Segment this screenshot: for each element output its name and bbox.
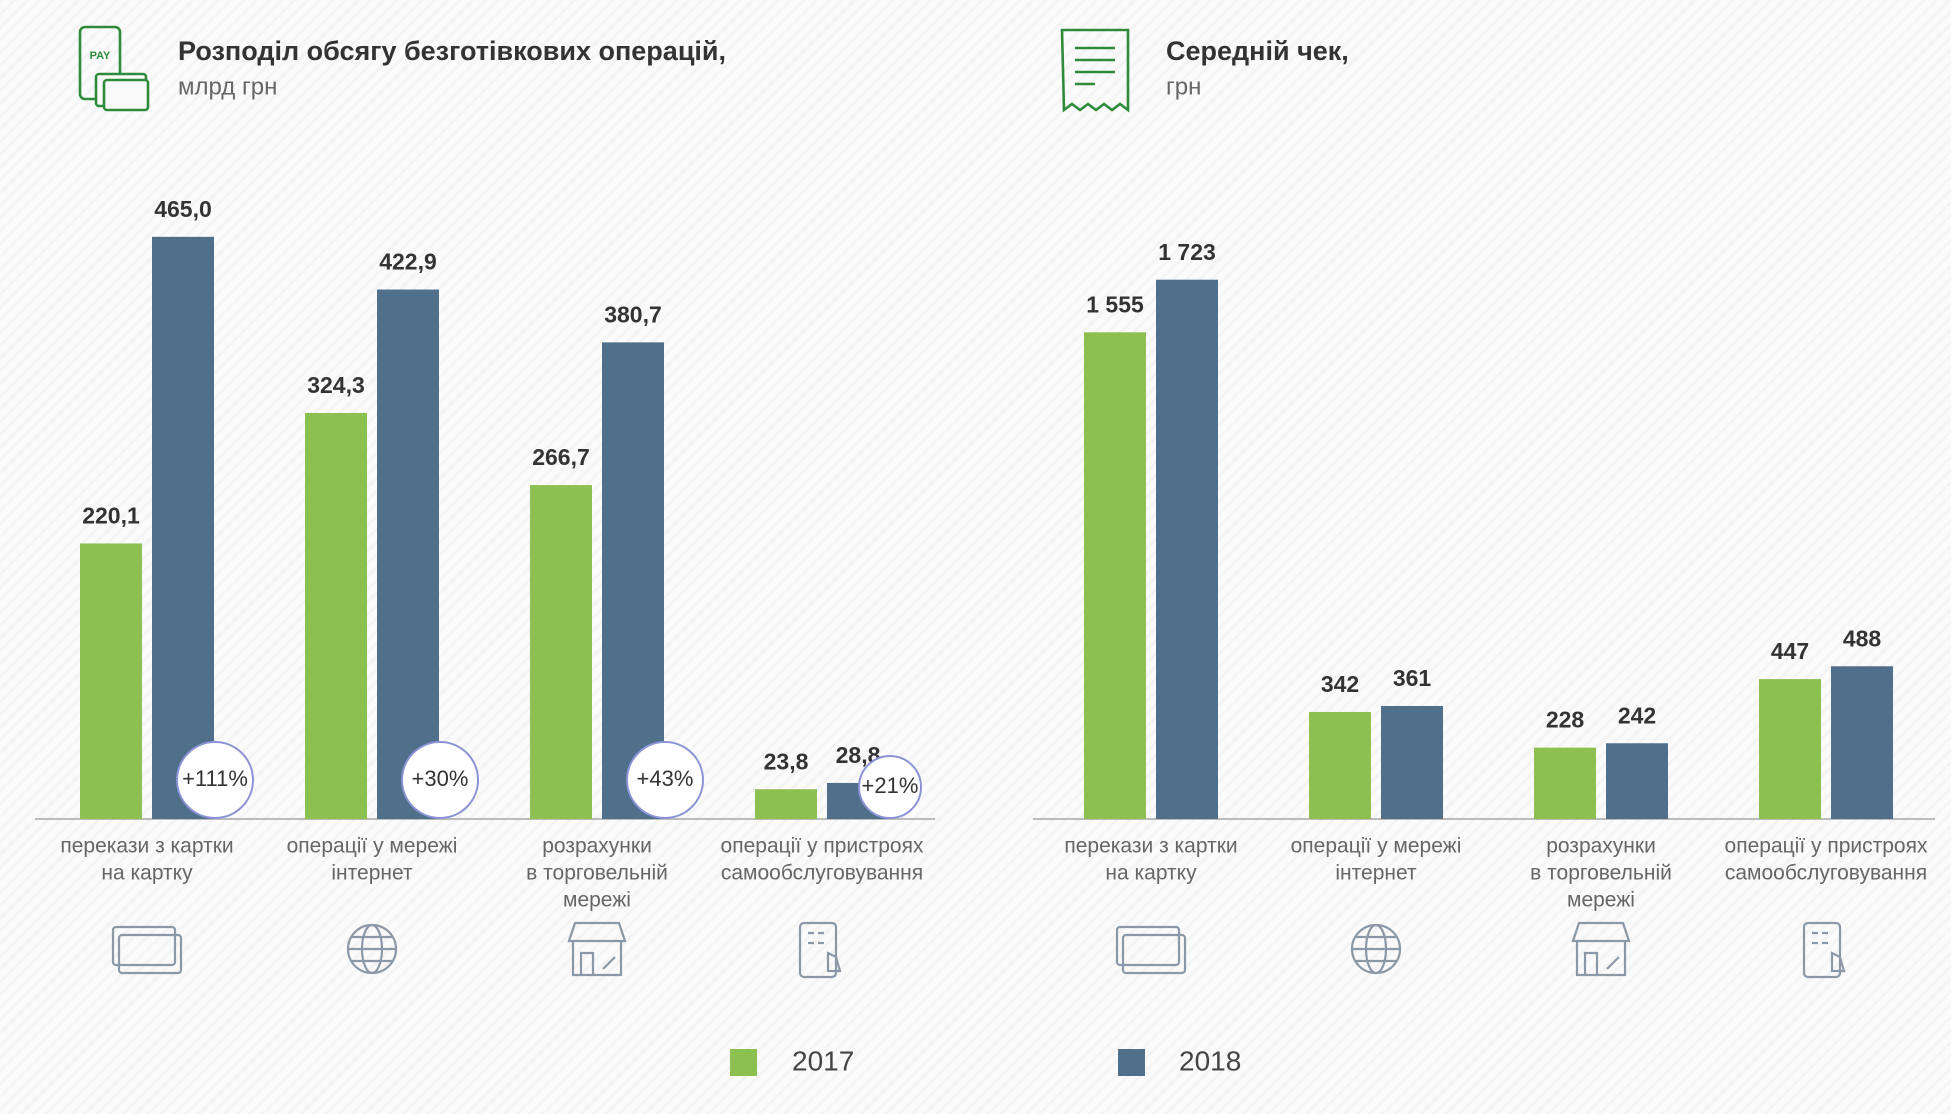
x-tick-label: перекази з картки (60, 835, 233, 858)
value-label: 380,7 (604, 301, 662, 327)
category-icon (1115, 925, 1187, 975)
value-label: 447 (1771, 638, 1809, 664)
icon-part (111, 925, 177, 967)
x-tick-label: самообслуговування (1725, 862, 1927, 885)
category-icon (111, 925, 183, 975)
icon-part (1121, 933, 1187, 975)
icon-part (808, 931, 842, 973)
icon-part (348, 935, 396, 963)
icon-receipt (1060, 28, 1130, 113)
x-tick-label: перекази з картки (1064, 835, 1237, 858)
category-icon (1571, 921, 1631, 977)
x-tick-label: мережі (1567, 889, 1635, 912)
x-tick-label: операції у пристроях (1725, 835, 1928, 858)
bar (377, 289, 439, 820)
icon-part (1802, 921, 1842, 979)
icon-part (1812, 931, 1846, 973)
legend-swatch (730, 1049, 757, 1076)
growth-label: +30% (412, 766, 469, 791)
x-tick-label: в торговельній (526, 862, 668, 885)
bar (1156, 279, 1218, 819)
growth-label: +111% (182, 766, 248, 791)
growth-label: +43% (637, 766, 694, 791)
legend-label: 2018 (1179, 1045, 1241, 1076)
value-label: 324,3 (307, 372, 365, 398)
category-icon (567, 921, 627, 977)
value-label: 242 (1618, 702, 1656, 728)
icon-part (117, 933, 183, 975)
x-tick-label: операції у мережі (287, 835, 458, 858)
x-tick-label: в торговельній (1530, 862, 1672, 885)
growth-badge (401, 741, 479, 819)
bar (530, 485, 592, 819)
bar (1534, 747, 1596, 819)
bar (1831, 666, 1893, 819)
x-tick-label: розрахунки (542, 835, 652, 858)
x-tick-label: самообслуговування (721, 862, 923, 885)
x-tick-label: інтернет (331, 862, 413, 885)
value-label: 23,8 (764, 748, 809, 774)
bar (1606, 743, 1668, 819)
legend-swatch (1118, 1049, 1145, 1076)
legend: 2017 2018 (730, 1045, 1241, 1076)
icon-part (1115, 925, 1181, 967)
legend-label: 2017 (792, 1045, 854, 1076)
chart-subtitle: грн (1166, 73, 1201, 100)
value-label: 422,9 (379, 249, 437, 275)
bar (1381, 706, 1443, 819)
chart-title: Середній чек, (1166, 36, 1349, 66)
growth-label: +21% (862, 773, 919, 798)
chart-title: Розподіл обсягу безготівкових операцій, (178, 36, 726, 66)
chart-subtitle: млрд грн (178, 73, 277, 100)
x-tick-label: операції у мережі (1291, 835, 1462, 858)
bar (1309, 711, 1371, 819)
value-label: 465,0 (154, 196, 212, 222)
growth-badge (176, 741, 254, 819)
x-tick-label: на картку (1105, 862, 1197, 885)
x-tick-label: розрахунки (1546, 835, 1656, 858)
bar (152, 236, 214, 819)
bar (1084, 332, 1146, 819)
value-label: 488 (1843, 625, 1882, 651)
bar (80, 543, 142, 819)
x-tick-label: мережі (563, 889, 631, 912)
value-label: 220,1 (82, 503, 140, 529)
x-tick-label: операції у пристроях (721, 835, 924, 858)
category-icon (1350, 923, 1402, 975)
x-tick-label: на картку (101, 862, 193, 885)
bar (305, 412, 367, 819)
bar (602, 342, 664, 819)
category-icon (1802, 921, 1846, 979)
icon-part (1352, 935, 1400, 963)
category-icon (798, 921, 842, 979)
value-label: 228 (1546, 707, 1585, 733)
value-label: 361 (1393, 665, 1432, 691)
growth-badge (626, 741, 704, 819)
bar (1759, 679, 1821, 819)
x-tick-label: інтернет (1335, 862, 1417, 885)
value-label: 1 723 (1158, 239, 1216, 265)
svg-text:PAY: PAY (90, 50, 111, 62)
value-label: 266,7 (532, 444, 590, 470)
category-icon (346, 923, 398, 975)
value-label: 342 (1321, 671, 1359, 697)
icon-part (798, 921, 838, 979)
icon-part (1571, 921, 1631, 977)
value-label: 1 555 (1086, 291, 1144, 317)
bar (755, 789, 817, 819)
icon-part (567, 921, 627, 977)
growth-badge (858, 755, 922, 819)
icon-pay: PAY (78, 25, 150, 112)
